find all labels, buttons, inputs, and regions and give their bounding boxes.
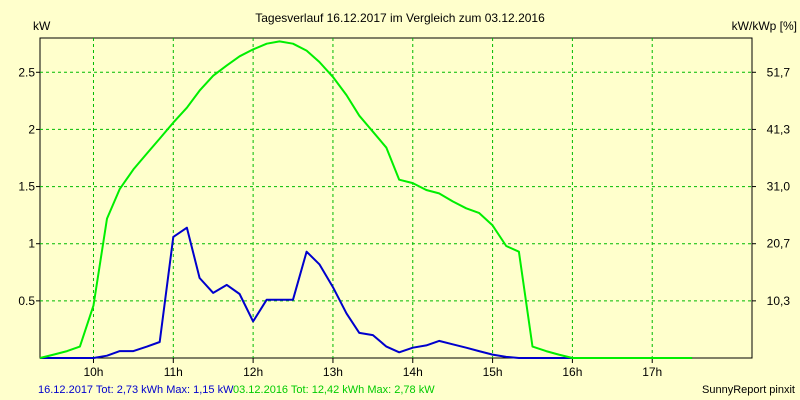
x-tick-label: 15h <box>483 365 503 379</box>
x-tick-label: 13h <box>323 365 343 379</box>
x-tick-label: 17h <box>642 365 662 379</box>
footer-series1-summary: 16.12.2017 Tot: 2,73 kWh Max: 1,15 kW <box>38 384 234 396</box>
y-tick-label-left: 2.5 <box>18 65 35 79</box>
y-axis-label-right: kW/kWp [%] <box>732 19 797 33</box>
x-tick-label: 12h <box>243 365 263 379</box>
y-tick-label-left: 1 <box>28 237 35 251</box>
y-tick-label-right: 10,3 <box>767 294 791 308</box>
series-lines <box>39 40 693 359</box>
y-tick-label-right: 31,0 <box>767 180 791 194</box>
footer-series2-summary: 03.12.2016 Tot: 12,42 kWh Max: 2,78 kW <box>233 384 435 396</box>
plot-area <box>39 37 753 359</box>
chart-title: Tagesverlauf 16.12.2017 im Vergleich zum… <box>255 11 545 25</box>
footer-credit: SunnyReport pinxit <box>702 384 795 396</box>
ticks: 10h 11h 12h 13h 14h 15h 16h 17h 0.5 10,3 1 20,7 1.5 3… <box>18 65 790 379</box>
x-tick-label: 10h <box>83 365 103 379</box>
x-tick-label: 16h <box>562 365 582 379</box>
y-tick-label-right: 51,7 <box>767 65 791 79</box>
y-tick-label-right: 20,7 <box>767 237 791 251</box>
y-tick-label-right: 41,3 <box>767 122 791 136</box>
y-tick-label-left: 0.5 <box>18 294 35 308</box>
x-tick-label: 14h <box>403 365 423 379</box>
y-axis-label-left: kW <box>33 19 51 33</box>
y-tick-label-left: 1.5 <box>18 180 35 194</box>
x-tick-label: 11h <box>164 365 183 379</box>
series-line-03-12-2016 <box>39 40 693 359</box>
y-tick-label-left: 2 <box>28 122 35 136</box>
